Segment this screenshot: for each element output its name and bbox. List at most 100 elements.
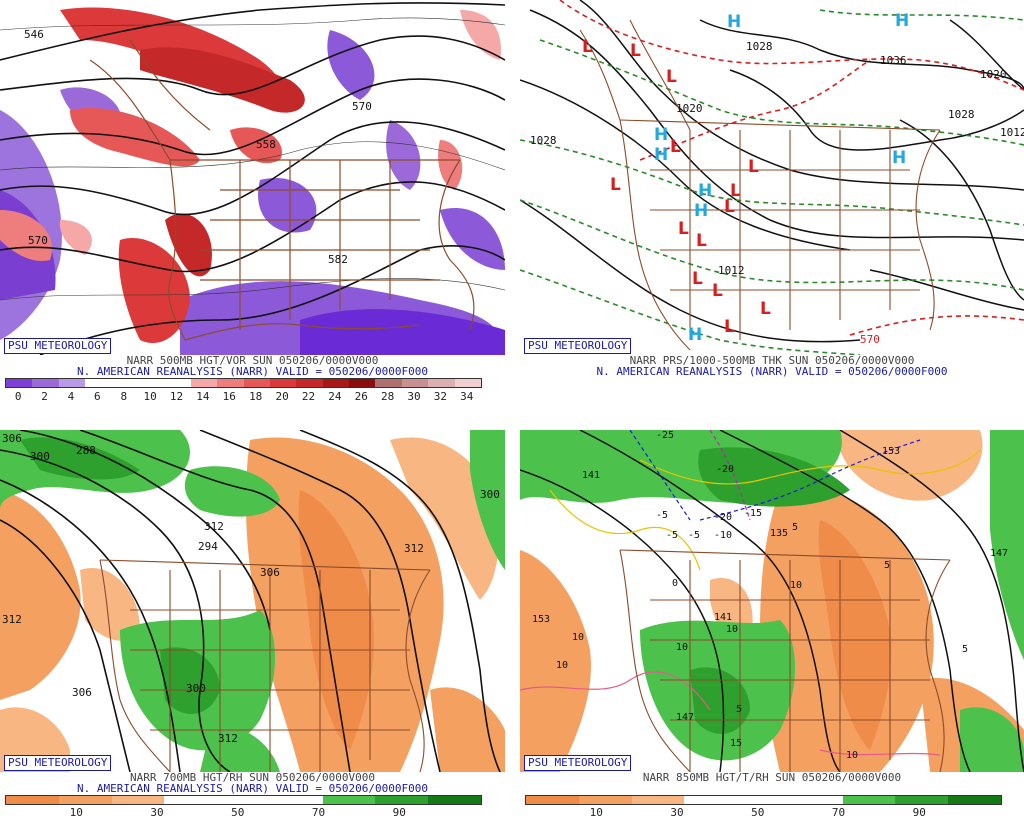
scale-label: 0 xyxy=(14,390,22,403)
scale-label: 26 xyxy=(354,390,368,403)
contour-label: 147 xyxy=(676,712,694,723)
scale-label: 10 xyxy=(69,806,83,819)
humidity-scale-bar xyxy=(5,795,482,805)
vorticity-scale-labels: 0 2 4 6 8 10 12 14 16 18 20 22 24 26 28 30 32 34 xyxy=(5,390,480,403)
scale-swatch xyxy=(428,379,455,387)
scale-label: 6 xyxy=(94,390,101,403)
contour-label: 300 xyxy=(480,488,500,501)
scale-swatch xyxy=(578,796,632,804)
contour-label: 153 xyxy=(882,446,900,457)
scale-swatch xyxy=(269,796,323,804)
low-pressure-symbol: L xyxy=(696,231,707,251)
humidity-scale-bar xyxy=(525,795,1002,805)
scale-swatch xyxy=(375,379,402,387)
scale-swatch xyxy=(85,379,112,387)
contour-label: -20 xyxy=(714,512,732,523)
scale-swatch xyxy=(269,379,297,387)
contour-label: 141 xyxy=(582,470,600,481)
scale-swatch xyxy=(789,796,843,804)
scale-label: 10 xyxy=(589,806,603,819)
scale-swatch xyxy=(322,379,350,387)
caption-line1: NARR 700MB HGT/RH SUN 050206/0000V000 xyxy=(129,771,376,784)
contour-label: 10 xyxy=(846,750,858,761)
contour-label: 10 xyxy=(790,580,802,591)
contour-label: 300 xyxy=(186,682,206,695)
low-pressure-symbol: L xyxy=(724,317,735,337)
scale-swatch xyxy=(164,796,218,804)
contour-label: -25 xyxy=(656,430,674,441)
high-pressure-symbol: H xyxy=(654,145,668,165)
contour-label: 582 xyxy=(328,253,348,266)
contour-label: 0 xyxy=(672,578,678,589)
scale-label: 70 xyxy=(831,806,846,819)
contour-label: 5 xyxy=(884,560,890,571)
scale-swatch xyxy=(428,796,482,804)
scale-swatch xyxy=(6,379,33,387)
humidity-map-850mb: 141 153 147 153 135 141 147 -25 -20 -15 … xyxy=(520,430,1024,772)
panel-700mb-humidity: 306 288 300 312 294 306 312 300 312 306 … xyxy=(0,430,505,819)
contour-label: -5 xyxy=(688,530,700,541)
scale-swatch xyxy=(526,796,579,804)
scale-label: 30 xyxy=(670,806,684,819)
contour-label: 306 xyxy=(260,566,280,579)
contour-label: 558 xyxy=(256,138,276,151)
scale-label: 2 xyxy=(41,390,48,403)
contour-label: 1028 xyxy=(530,134,557,147)
scale-label: 16 xyxy=(222,390,236,403)
scale-label: 70 xyxy=(311,806,326,819)
contour-label: 135 xyxy=(770,528,788,539)
high-pressure-symbol: H xyxy=(892,148,906,168)
contour-label: 5 xyxy=(792,522,798,533)
scale-swatch xyxy=(58,796,112,804)
scale-swatch xyxy=(111,796,165,804)
scale-label: 8 xyxy=(120,390,128,403)
contour-label: 312 xyxy=(2,613,22,626)
contour-label: 288 xyxy=(76,444,96,457)
scale-label: 10 xyxy=(143,390,157,403)
humidity-scale-labels: 10 30 50 70 90 xyxy=(5,806,480,819)
contour-label: 1028 xyxy=(746,40,773,53)
high-pressure-symbol: H xyxy=(654,125,668,145)
scale-label: 28 xyxy=(381,390,395,403)
low-pressure-symbol: L xyxy=(730,181,741,201)
caption-line1: NARR 500MB HGT/VOR SUN 050206/0000V000 xyxy=(126,354,379,367)
high-pressure-symbol: H xyxy=(895,11,909,31)
scale-label: 4 xyxy=(67,390,75,403)
scale-swatch xyxy=(217,796,270,804)
low-pressure-symbol: L xyxy=(712,281,723,301)
scale-swatch xyxy=(948,796,1002,804)
panel-850mb-temperature-humidity: 141 153 147 153 135 141 147 -25 -20 -15 … xyxy=(520,430,1024,819)
low-pressure-symbol: L xyxy=(582,37,593,57)
high-pressure-symbol: H xyxy=(698,181,712,201)
scale-label: 30 xyxy=(150,806,164,819)
scale-label: 50 xyxy=(751,806,765,819)
scale-swatch xyxy=(895,796,949,804)
high-pressure-symbol: H xyxy=(688,325,702,345)
contour-label: -10 xyxy=(714,530,732,541)
high-pressure-symbol: H xyxy=(727,12,741,32)
scale-label: 32 xyxy=(433,390,448,403)
scale-label: 90 xyxy=(912,806,926,819)
contour-label: 306 xyxy=(2,432,22,445)
low-pressure-symbol: L xyxy=(630,41,641,61)
contour-label: 570 xyxy=(860,333,880,346)
contour-label: 1028 xyxy=(948,108,975,121)
scale-label: 14 xyxy=(196,390,210,403)
contour-label: 1036 xyxy=(880,54,907,67)
scale-label: 18 xyxy=(249,390,263,403)
scale-swatch xyxy=(190,379,218,387)
low-pressure-symbol: L xyxy=(748,157,759,177)
scale-swatch xyxy=(243,379,270,387)
scale-swatch xyxy=(684,796,738,804)
scale-swatch xyxy=(631,796,685,804)
contour-label: 306 xyxy=(72,686,92,699)
contour-label: -20 xyxy=(716,464,734,475)
contour-label: 1012 xyxy=(1000,126,1024,139)
low-pressure-symbol: L xyxy=(692,269,703,289)
scale-swatch xyxy=(322,796,376,804)
contour-label: 15 xyxy=(730,738,742,749)
caption-line1: NARR 850MB HGT/T/RH SUN 050206/0000V000 xyxy=(642,771,902,784)
scale-swatch xyxy=(375,796,429,804)
contour-label: 10 xyxy=(556,660,568,671)
vorticity-map: 570 570 558 582 546 xyxy=(0,0,505,355)
